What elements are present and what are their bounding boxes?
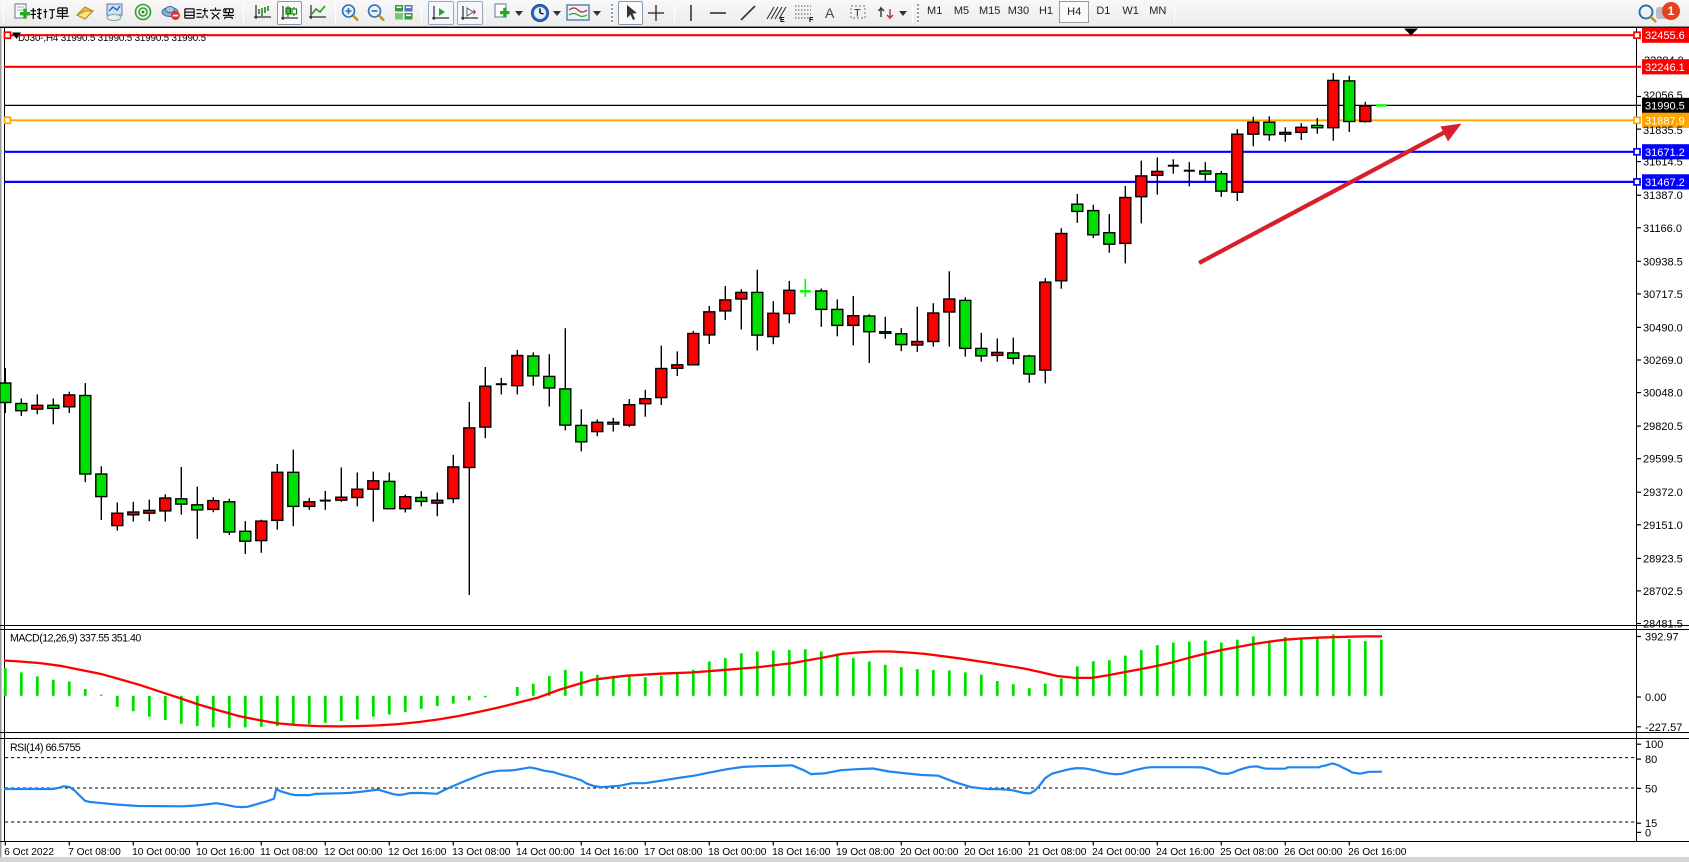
svg-text:T: T — [854, 8, 861, 20]
svg-text:21 Oct 08:00: 21 Oct 08:00 — [1028, 847, 1087, 858]
svg-text:29372.0: 29372.0 — [1643, 487, 1683, 499]
svg-text:31467.2: 31467.2 — [1645, 177, 1685, 189]
svg-text:17 Oct 08:00: 17 Oct 08:00 — [644, 847, 703, 858]
svg-text:18 Oct 16:00: 18 Oct 16:00 — [772, 847, 831, 858]
svg-text:24 Oct 16:00: 24 Oct 16:00 — [1156, 847, 1215, 858]
svg-text:28923.5: 28923.5 — [1643, 553, 1683, 565]
svg-text:26 Oct 16:00: 26 Oct 16:00 — [1348, 847, 1407, 858]
svg-text:10 Oct 00:00: 10 Oct 00:00 — [132, 847, 191, 858]
svg-text:29151.0: 29151.0 — [1643, 520, 1683, 532]
svg-text:31990.5: 31990.5 — [1645, 100, 1685, 112]
svg-text:20 Oct 16:00: 20 Oct 16:00 — [964, 847, 1023, 858]
svg-text:6 Oct 2022: 6 Oct 2022 — [4, 847, 54, 858]
svg-text:19 Oct 08:00: 19 Oct 08:00 — [836, 847, 895, 858]
svg-text:28481.5: 28481.5 — [1643, 619, 1683, 631]
svg-text:0: 0 — [1645, 827, 1651, 839]
svg-text:32246.1: 32246.1 — [1645, 62, 1685, 74]
svg-text:13 Oct 08:00: 13 Oct 08:00 — [452, 847, 511, 858]
svg-text:31835.5: 31835.5 — [1643, 125, 1683, 137]
svg-text:50: 50 — [1645, 783, 1657, 795]
svg-text:31614.5: 31614.5 — [1643, 157, 1683, 169]
svg-text:29599.5: 29599.5 — [1643, 454, 1683, 466]
svg-text:25 Oct 08:00: 25 Oct 08:00 — [1220, 847, 1279, 858]
svg-text:30269.0: 30269.0 — [1643, 355, 1683, 367]
svg-text:15: 15 — [1645, 818, 1657, 830]
svg-text:F: F — [809, 17, 814, 23]
svg-text:0.00: 0.00 — [1645, 692, 1666, 704]
svg-text:80: 80 — [1645, 754, 1657, 766]
svg-text:20 Oct 00:00: 20 Oct 00:00 — [900, 847, 959, 858]
svg-text:DJ30-,H4 31990.5 31990.5 3199: DJ30-,H4 31990.5 31990.5 31990.5 31990.5 — [18, 33, 207, 44]
svg-text:31887.9: 31887.9 — [1645, 115, 1685, 127]
svg-text:A: A — [825, 5, 835, 21]
svg-text:7 Oct 08:00: 7 Oct 08:00 — [68, 847, 121, 858]
svg-text:26 Oct 00:00: 26 Oct 00:00 — [1284, 847, 1343, 858]
svg-text:MACD(12,26,9) 337.55 351.40: MACD(12,26,9) 337.55 351.40 — [10, 633, 141, 645]
svg-text:14 Oct 16:00: 14 Oct 16:00 — [580, 847, 639, 858]
svg-text:30938.5: 30938.5 — [1643, 256, 1683, 268]
svg-text:32056.5: 32056.5 — [1643, 90, 1683, 102]
svg-text:31166.0: 31166.0 — [1643, 223, 1682, 235]
svg-text:-227.57: -227.57 — [1645, 722, 1682, 734]
svg-text:31387.0: 31387.0 — [1643, 190, 1683, 202]
svg-text:100: 100 — [1645, 739, 1663, 751]
svg-text:392.97: 392.97 — [1645, 632, 1679, 644]
svg-text:28702.5: 28702.5 — [1643, 586, 1683, 598]
svg-text:30490.0: 30490.0 — [1643, 322, 1683, 334]
svg-text:32455.6: 32455.6 — [1645, 30, 1685, 42]
svg-text:11 Oct 08:00: 11 Oct 08:00 — [260, 847, 318, 858]
svg-text:30048.0: 30048.0 — [1643, 388, 1683, 400]
svg-text:24 Oct 00:00: 24 Oct 00:00 — [1092, 847, 1151, 858]
svg-text:29820.5: 29820.5 — [1643, 421, 1683, 433]
svg-text:12 Oct 16:00: 12 Oct 16:00 — [388, 847, 447, 858]
svg-text:14 Oct 00:00: 14 Oct 00:00 — [516, 847, 575, 858]
svg-text:18 Oct 00:00: 18 Oct 00:00 — [708, 847, 767, 858]
svg-text:E: E — [780, 17, 785, 23]
svg-text:12 Oct 00:00: 12 Oct 00:00 — [324, 847, 383, 858]
svg-text:30717.5: 30717.5 — [1643, 289, 1683, 301]
svg-text:10 Oct 16:00: 10 Oct 16:00 — [196, 847, 255, 858]
svg-text:RSI(14) 66.5755: RSI(14) 66.5755 — [10, 742, 81, 754]
svg-text:31671.2: 31671.2 — [1645, 147, 1685, 159]
